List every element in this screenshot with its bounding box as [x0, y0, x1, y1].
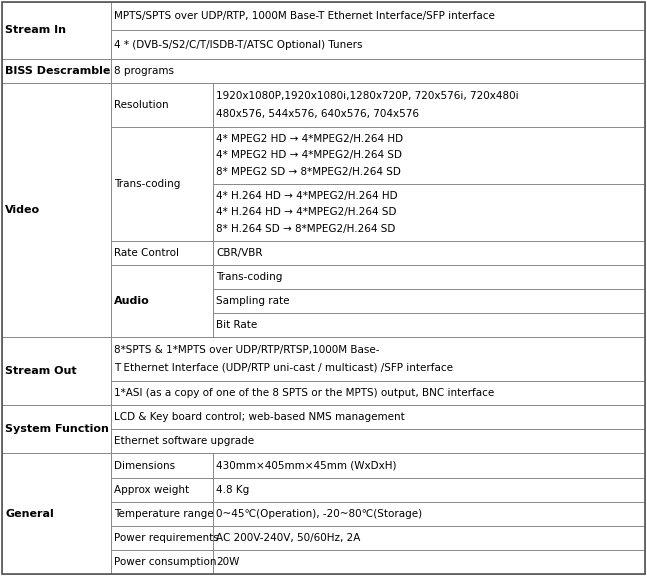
Text: 8*SPTS & 1*MPTS over UDP/RTP/RTSP,1000M Base-: 8*SPTS & 1*MPTS over UDP/RTP/RTSP,1000M … — [115, 346, 380, 355]
Bar — [213, 550, 645, 574]
Text: 4.8 Kg: 4.8 Kg — [216, 484, 249, 495]
Text: 480x576, 544x576, 640x576, 704x576: 480x576, 544x576, 640x576, 704x576 — [216, 109, 419, 119]
Bar — [2, 406, 111, 453]
Text: 4 * (DVB-S/S2/C/T/ISDB-T/ATSC Optional) Tuners: 4 * (DVB-S/S2/C/T/ISDB-T/ATSC Optional) … — [115, 40, 363, 50]
Bar — [213, 83, 645, 127]
Text: 4* MPEG2 HD → 4*MPEG2/H.264 HD: 4* MPEG2 HD → 4*MPEG2/H.264 HD — [216, 134, 403, 144]
Text: Sampling rate: Sampling rate — [216, 296, 289, 306]
Text: Video: Video — [5, 205, 40, 215]
Bar — [2, 338, 111, 406]
Text: Bit Rate: Bit Rate — [216, 320, 257, 330]
Bar — [213, 526, 645, 550]
Bar — [111, 83, 213, 127]
Bar — [2, 83, 111, 338]
Text: LCD & Key board control; web-based NMS management: LCD & Key board control; web-based NMS m… — [115, 412, 405, 422]
Bar — [111, 429, 645, 453]
Bar — [2, 59, 111, 83]
Text: Power consumption: Power consumption — [115, 557, 217, 567]
Text: 8* MPEG2 SD → 8*MPEG2/H.264 SD: 8* MPEG2 SD → 8*MPEG2/H.264 SD — [216, 166, 400, 177]
Bar — [2, 2, 111, 59]
Text: BISS Descramble: BISS Descramble — [5, 66, 111, 76]
Bar — [2, 453, 111, 574]
Bar — [111, 2, 645, 31]
Bar — [213, 241, 645, 265]
Text: General: General — [5, 509, 54, 519]
Text: Ethernet software upgrade: Ethernet software upgrade — [115, 437, 254, 446]
Text: T Ethernet Interface (UDP/RTP uni-cast / multicast) /SFP interface: T Ethernet Interface (UDP/RTP uni-cast /… — [115, 363, 454, 373]
Text: 1920x1080P,1920x1080i,1280x720P, 720x576i, 720x480i: 1920x1080P,1920x1080i,1280x720P, 720x576… — [216, 91, 518, 101]
Bar — [111, 31, 645, 59]
Text: AC 200V-240V, 50/60Hz, 2A: AC 200V-240V, 50/60Hz, 2A — [216, 533, 360, 543]
Bar — [111, 550, 213, 574]
Text: 8 programs: 8 programs — [115, 66, 174, 76]
Text: Rate Control: Rate Control — [115, 248, 179, 258]
Text: 430mm×405mm×45mm (WxDxH): 430mm×405mm×45mm (WxDxH) — [216, 461, 397, 471]
Bar — [111, 478, 213, 502]
Bar — [111, 265, 213, 338]
Bar — [213, 453, 645, 478]
Text: 20W: 20W — [216, 557, 239, 567]
Bar — [111, 453, 213, 478]
Bar — [213, 313, 645, 338]
Text: System Function: System Function — [5, 425, 109, 434]
Bar — [111, 338, 645, 381]
Text: Temperature range: Temperature range — [115, 509, 214, 519]
Bar — [213, 502, 645, 526]
Text: Resolution: Resolution — [115, 100, 169, 110]
Text: Approx weight: Approx weight — [115, 484, 190, 495]
Text: Dimensions: Dimensions — [115, 461, 175, 471]
Text: Power requirements: Power requirements — [115, 533, 219, 543]
Text: 1*ASI (as a copy of one of the 8 SPTS or the MPTS) output, BNC interface: 1*ASI (as a copy of one of the 8 SPTS or… — [115, 388, 494, 398]
Text: 4* H.264 HD → 4*MPEG2/H.264 SD: 4* H.264 HD → 4*MPEG2/H.264 SD — [216, 207, 397, 217]
Bar — [213, 184, 645, 241]
Bar — [213, 127, 645, 184]
Text: 4* H.264 HD → 4*MPEG2/H.264 HD: 4* H.264 HD → 4*MPEG2/H.264 HD — [216, 191, 397, 201]
Text: 8* H.264 SD → 8*MPEG2/H.264 SD: 8* H.264 SD → 8*MPEG2/H.264 SD — [216, 223, 395, 234]
Text: MPTS/SPTS over UDP/RTP, 1000M Base-T Ethernet Interface/SFP interface: MPTS/SPTS over UDP/RTP, 1000M Base-T Eth… — [115, 12, 495, 21]
Bar — [111, 241, 213, 265]
Bar — [213, 265, 645, 289]
Text: 4* MPEG2 HD → 4*MPEG2/H.264 SD: 4* MPEG2 HD → 4*MPEG2/H.264 SD — [216, 150, 402, 160]
Bar — [111, 59, 645, 83]
Bar — [213, 289, 645, 313]
Bar — [111, 502, 213, 526]
Text: Stream Out: Stream Out — [5, 366, 76, 376]
Bar — [111, 526, 213, 550]
Text: Audio: Audio — [115, 296, 150, 306]
Text: Trans-coding: Trans-coding — [216, 272, 282, 282]
Bar — [111, 381, 645, 406]
Bar — [111, 406, 645, 429]
Bar — [111, 127, 213, 241]
Text: Stream In: Stream In — [5, 25, 66, 36]
Bar — [213, 478, 645, 502]
Text: CBR/VBR: CBR/VBR — [216, 248, 263, 258]
Text: Trans-coding: Trans-coding — [115, 179, 181, 189]
Text: 0~45℃(Operation), -20~80℃(Storage): 0~45℃(Operation), -20~80℃(Storage) — [216, 509, 422, 519]
